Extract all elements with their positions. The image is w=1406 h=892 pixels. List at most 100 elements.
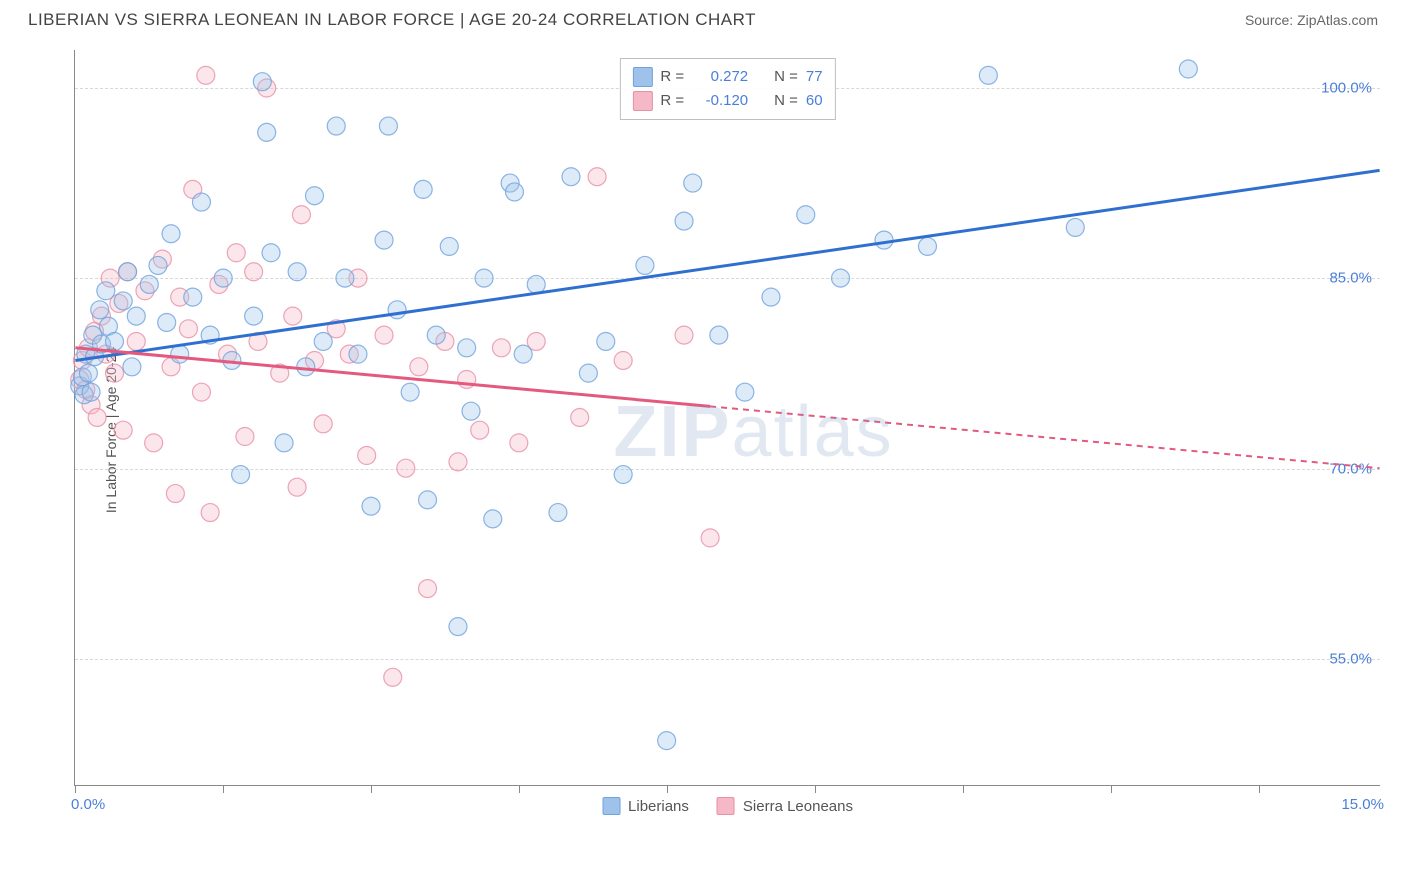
data-point [123, 358, 141, 376]
data-point [484, 510, 502, 528]
data-point [588, 168, 606, 186]
legend-item-sierra: Sierra Leoneans [717, 797, 853, 815]
data-point [166, 485, 184, 503]
data-point [349, 345, 367, 363]
data-point [91, 301, 109, 319]
data-point [397, 459, 415, 477]
plot-svg [75, 50, 1380, 785]
data-point [388, 301, 406, 319]
data-point [327, 117, 345, 135]
data-point [832, 269, 850, 287]
data-point [197, 66, 215, 84]
legend-item-liberians: Liberians [602, 797, 689, 815]
data-point [79, 364, 97, 382]
data-point [562, 168, 580, 186]
data-point [401, 383, 419, 401]
x-tick [963, 785, 964, 793]
data-point [97, 282, 115, 300]
data-point [158, 313, 176, 331]
data-point [288, 478, 306, 496]
data-point [306, 187, 324, 205]
n-value-1: 60 [806, 89, 823, 113]
data-point [245, 263, 263, 281]
data-point [127, 307, 145, 325]
data-point [449, 618, 467, 636]
data-point [375, 231, 393, 249]
data-point [127, 332, 145, 350]
data-point [114, 421, 132, 439]
r-value-0: 0.272 [692, 65, 748, 89]
data-point [505, 183, 523, 201]
data-point [314, 415, 332, 433]
data-point [514, 345, 532, 363]
data-point [675, 326, 693, 344]
data-point [162, 225, 180, 243]
data-point [384, 668, 402, 686]
data-point [414, 180, 432, 198]
data-point [253, 73, 271, 91]
stats-row-sierra: R = -0.120 N = 60 [632, 89, 822, 113]
data-point [201, 504, 219, 522]
data-point [440, 237, 458, 255]
x-tick [75, 785, 76, 793]
swatch-liberians [632, 67, 652, 87]
data-point [314, 332, 332, 350]
data-point [140, 275, 158, 293]
data-point [288, 263, 306, 281]
data-point [427, 326, 445, 344]
x-axis-min-label: 0.0% [71, 796, 105, 813]
data-point [245, 307, 263, 325]
data-point [227, 244, 245, 262]
data-point [492, 339, 510, 357]
r-value-1: -0.120 [692, 89, 748, 113]
series-name-0: Liberians [628, 798, 689, 815]
swatch-sierra [632, 91, 652, 111]
data-point [379, 117, 397, 135]
data-point [475, 269, 493, 287]
data-point [658, 732, 676, 750]
data-point [614, 466, 632, 484]
x-tick [371, 785, 372, 793]
data-point [119, 263, 137, 281]
plot-region: 55.0%70.0%85.0%100.0% ZIPatlas R = 0.272… [74, 50, 1380, 786]
data-point [1179, 60, 1197, 78]
data-point [184, 288, 202, 306]
x-tick [815, 785, 816, 793]
data-point [284, 307, 302, 325]
x-tick [667, 785, 668, 793]
data-point [462, 402, 480, 420]
data-point [262, 244, 280, 262]
data-point [236, 428, 254, 446]
data-point [149, 256, 167, 274]
r-label-0: R = [660, 65, 684, 89]
data-point [675, 212, 693, 230]
data-point [736, 383, 754, 401]
data-point [375, 326, 393, 344]
data-point [362, 497, 380, 515]
swatch-legend-sierra [717, 797, 735, 815]
data-point [471, 421, 489, 439]
chart-area: In Labor Force | Age 20-24 55.0%70.0%85.… [50, 50, 1380, 810]
data-point [275, 434, 293, 452]
data-point [88, 409, 106, 427]
data-point [358, 447, 376, 465]
trend-line-extrapolated [710, 406, 1380, 468]
data-point [549, 504, 567, 522]
data-point [710, 326, 728, 344]
swatch-legend-liberians [602, 797, 620, 815]
data-point [192, 193, 210, 211]
n-label-1: N = [774, 89, 798, 113]
x-axis-max-label: 15.0% [1341, 796, 1384, 813]
data-point [579, 364, 597, 382]
data-point [258, 123, 276, 141]
data-point [232, 466, 250, 484]
data-point [145, 434, 163, 452]
data-point [762, 288, 780, 306]
data-point [297, 358, 315, 376]
data-point [684, 174, 702, 192]
data-point [410, 358, 428, 376]
x-tick [1259, 785, 1260, 793]
data-point [527, 275, 545, 293]
x-tick [223, 785, 224, 793]
legend-bottom: Liberians Sierra Leoneans [602, 797, 853, 815]
